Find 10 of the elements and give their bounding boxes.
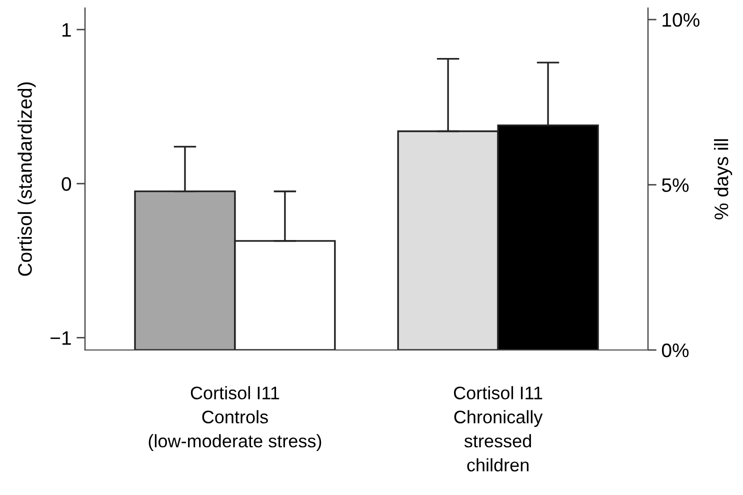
y2-tick-label: 10% [662,13,700,27]
y-axis-title: Cortisol (standardized) [18,82,36,276]
y-tick-label: −1 [50,331,71,345]
x-tick-label: Cortisol I11 Chronically stressed children [454,386,543,472]
y2-tick-label: 5% [662,178,689,192]
x-tick-label: Cortisol I11 Controls (low-moderate stress) [148,386,322,451]
y-tick-label: 1 [62,23,71,37]
y2-axis-title: % days ill [714,139,732,220]
y-tick-label: 0 [62,177,72,191]
y2-tick-label: 0% [662,343,689,358]
